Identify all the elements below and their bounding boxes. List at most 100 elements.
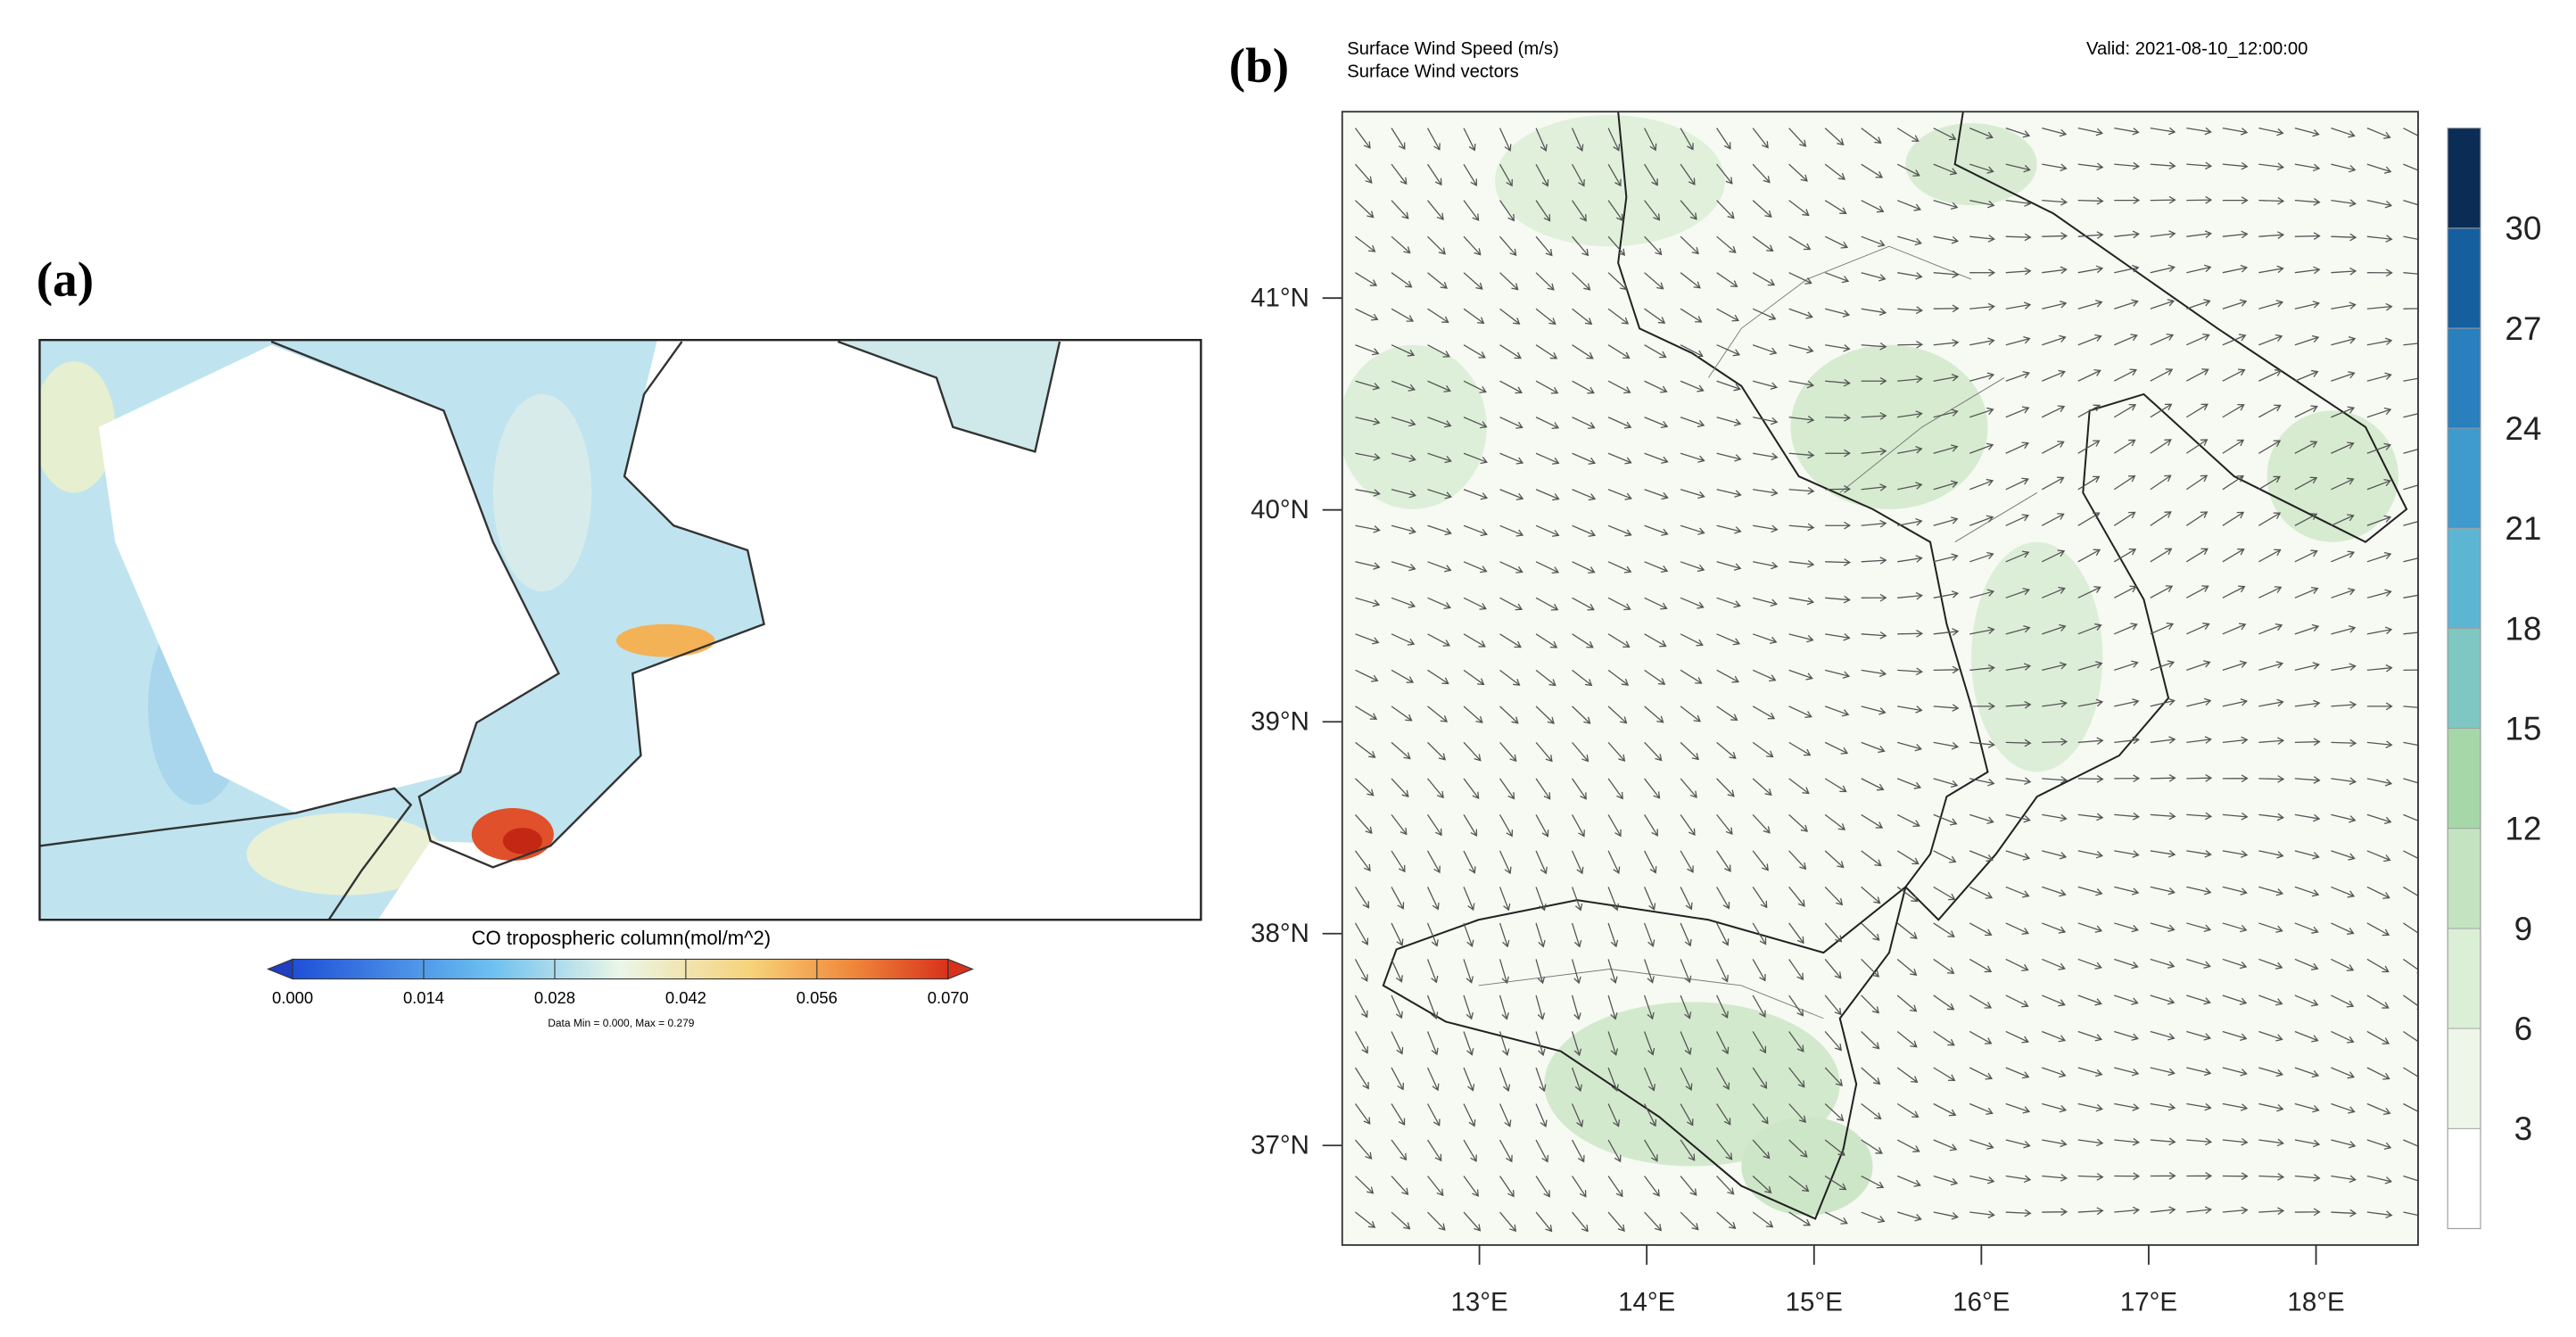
wind-arrow (1969, 922, 1993, 937)
wind-arrow (1426, 814, 1442, 837)
wind-arrow (1716, 489, 1742, 498)
wind-arrow (1354, 959, 1368, 982)
wind-arrow (1752, 633, 1778, 644)
wind-arrow (2114, 660, 2139, 671)
wind-arrow (2222, 439, 2245, 454)
wind-arrow (2042, 699, 2068, 708)
wind-arrow (1680, 669, 1703, 684)
wind-arrow (1752, 741, 1774, 758)
wind-arrow (2150, 1067, 2176, 1077)
wind-arrow (1607, 163, 1622, 187)
wind-arrow (1535, 922, 1546, 948)
wind-arrow (2294, 232, 2321, 240)
wind-arrow (1535, 524, 1560, 537)
wind-arrow (2366, 958, 2390, 973)
wind-arrow (1607, 922, 1619, 948)
colorbar-frame (2447, 128, 2481, 1230)
wind-arrow (1535, 452, 1560, 465)
wind-arrow (2077, 994, 2102, 1006)
wind-arrow (1825, 669, 1851, 679)
wind-arrow (2005, 813, 2031, 823)
wind-arrow (1716, 235, 1737, 253)
wind-arrow (2258, 886, 2284, 896)
wind-arrow (2222, 299, 2248, 309)
wind-arrow (1752, 272, 1776, 286)
wind-arrow (1825, 558, 1852, 566)
wind-arrow (2005, 406, 2030, 418)
wind-arrow (2077, 1030, 2103, 1042)
wind-arrow (1499, 1176, 1515, 1198)
wind-arrow (2403, 557, 2418, 563)
wind-arrow (2258, 404, 2282, 418)
wind-arrow (1535, 706, 1555, 724)
wind-arrow (1933, 813, 1958, 826)
wind-arrow (1680, 741, 1700, 761)
wind-arrow (1896, 200, 1922, 211)
wind-arrow (2186, 736, 2212, 744)
wind-arrow (2366, 442, 2391, 454)
wind-arrow (1607, 994, 1618, 1020)
wind-arrow (1391, 633, 1416, 646)
wind-arrow (1427, 308, 1449, 324)
wind-arrow (1861, 163, 1884, 178)
wind-arrow (1752, 669, 1777, 682)
wind-arrow (1535, 994, 1546, 1020)
wind-arrow (2222, 774, 2249, 783)
colorbar-bin (2447, 227, 2481, 329)
wind-arrow (2186, 1030, 2212, 1041)
wind-arrow (1427, 778, 1444, 799)
co-patch (246, 813, 444, 895)
wind-arrow (1933, 339, 1960, 347)
wind-arrow (1933, 1030, 1955, 1046)
wind-arrow (1680, 417, 1705, 428)
wind-arrow (1354, 128, 1371, 149)
wind-arrow (2331, 739, 2357, 747)
wind-arrow (2005, 663, 2032, 671)
masked-sea (98, 344, 559, 813)
wind-arrow (1969, 478, 1994, 491)
wind-arrow (1499, 452, 1524, 465)
wind-arrow (1355, 417, 1381, 425)
wind-arrow (2366, 589, 2392, 598)
wind-arrow (1933, 480, 1959, 491)
wind-arrow (2403, 994, 2418, 1011)
wind-arrow (2331, 1209, 2357, 1217)
wind-arrow (2258, 698, 2284, 707)
wind-arrow (2042, 301, 2068, 309)
wind-arrow (2294, 334, 2320, 346)
wind-arrow (1607, 850, 1621, 875)
wind-arrow (2294, 549, 2318, 563)
wind-arrow (1752, 597, 1779, 607)
co-patch (492, 393, 592, 591)
wind-arrow (2186, 127, 2212, 136)
wind-arrow (2403, 1067, 2418, 1081)
wind-arrow (1788, 380, 1815, 389)
wind-arrow (2005, 625, 2031, 635)
wind-arrow (1427, 272, 1448, 289)
wind-arrow (2366, 886, 2390, 899)
wind-arrow (1607, 200, 1623, 222)
wind-arrow (1535, 633, 1558, 648)
wind-arrow (1680, 597, 1705, 609)
wind-arrow (2294, 813, 2321, 822)
co-map (39, 340, 1201, 920)
wind-arrow (1716, 778, 1735, 797)
wind-arrow (1463, 452, 1488, 465)
wind-arrow (2005, 850, 2031, 861)
wind-arrow (2222, 812, 2249, 821)
wind-arrow (2186, 1102, 2212, 1111)
wind-arrow (2114, 850, 2140, 858)
wind-arrow (2150, 773, 2176, 782)
wind-arrow (2331, 442, 2355, 454)
wind-arrow (1824, 886, 1844, 906)
wind-arrow (1572, 235, 1589, 257)
wind-arrow (1355, 380, 1381, 391)
wind-arrow (1969, 778, 1995, 787)
wind-arrow (1897, 1211, 1922, 1222)
wind-arrow (2366, 337, 2393, 346)
wind-arrow (1644, 452, 1669, 464)
wind-arrow (2042, 128, 2068, 137)
wind-arrow (1969, 1067, 1994, 1080)
wind-arrow (1716, 994, 1729, 1019)
wind-arrow (2294, 994, 2319, 1007)
